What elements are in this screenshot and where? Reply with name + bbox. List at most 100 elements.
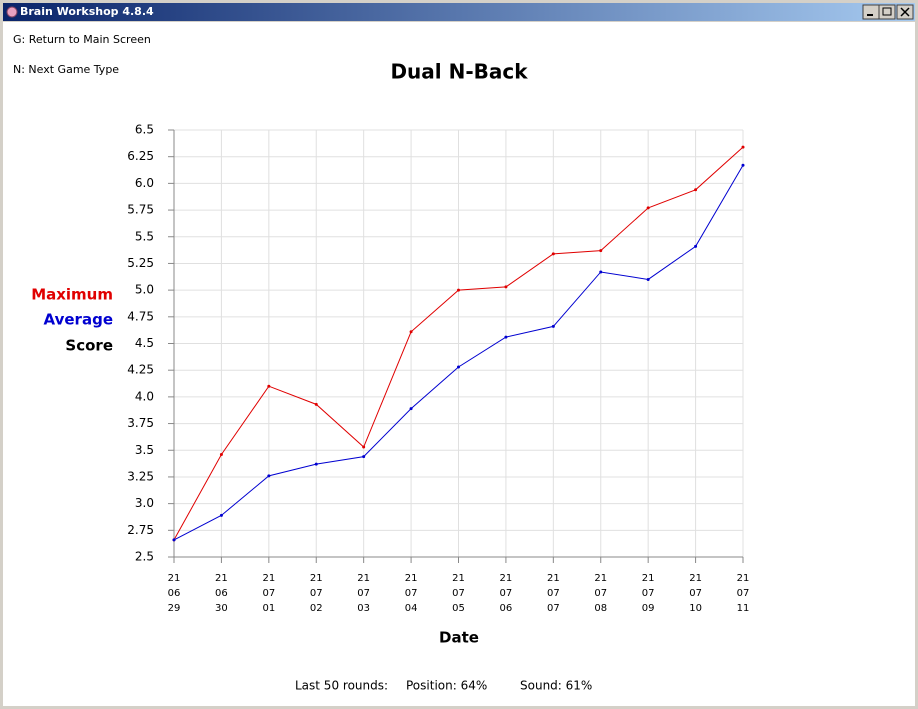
- data-point: [267, 474, 271, 478]
- legend-entry: Average: [44, 311, 113, 329]
- y-tick-label: 4.25: [127, 363, 154, 377]
- x-tick-label: 30: [215, 603, 228, 614]
- y-tick-label: 6.5: [135, 123, 154, 137]
- x-tick-label: 07: [547, 588, 560, 599]
- y-tick-label: 5.5: [135, 229, 154, 243]
- data-point: [599, 270, 603, 274]
- x-tick-label: 07: [357, 588, 370, 599]
- y-tick-label: 3.25: [127, 469, 154, 483]
- title-bar: [3, 3, 915, 21]
- window-buttons: [862, 4, 914, 20]
- data-point: [599, 249, 603, 253]
- x-tick-label: 05: [452, 603, 465, 614]
- x-tick-label: 09: [642, 603, 655, 614]
- data-point: [741, 145, 745, 149]
- maximize-button[interactable]: [878, 4, 896, 20]
- x-tick-label: 03: [357, 603, 370, 614]
- x-tick-label: 21: [310, 573, 323, 584]
- x-tick-label: 07: [737, 588, 750, 599]
- x-tick-label: 06: [500, 603, 513, 614]
- y-tick-label: 5.25: [127, 256, 154, 270]
- x-axis-label: Date: [439, 629, 479, 647]
- x-tick-label: 21: [547, 573, 560, 584]
- data-point: [457, 288, 460, 292]
- y-tick-label: 5.75: [127, 203, 154, 217]
- x-tick-label: 21: [168, 573, 181, 584]
- x-tick-label: 06: [215, 588, 228, 599]
- x-tick-label: 21: [215, 573, 228, 584]
- data-point: [504, 335, 508, 339]
- x-tick-label: 21: [737, 573, 750, 584]
- data-point: [314, 402, 318, 406]
- chart-title: Dual N-Back: [390, 60, 528, 84]
- data-point: [409, 407, 413, 411]
- x-tick-label: 07: [405, 588, 418, 599]
- window-title: Brain Workshop 4.8.4: [20, 5, 154, 18]
- y-axis-label: Score: [65, 337, 113, 355]
- data-point: [457, 365, 460, 369]
- x-tick-label: 21: [689, 573, 702, 584]
- footer-text: Position: 64%: [406, 679, 487, 693]
- close-glyph: [900, 7, 910, 17]
- x-tick-label: 10: [689, 603, 702, 614]
- data-point: [646, 277, 650, 281]
- y-tick-label: 6.25: [127, 149, 154, 163]
- x-tick-label: 07: [452, 588, 465, 599]
- x-tick-label: 21: [262, 573, 275, 584]
- y-tick-label: 4.5: [135, 336, 154, 350]
- x-tick-label: 21: [405, 573, 418, 584]
- x-tick-label: 21: [452, 573, 465, 584]
- x-tick-label: 07: [262, 588, 275, 599]
- x-tick-label: 07: [500, 588, 513, 599]
- menu-item[interactable]: G: Return to Main Screen: [13, 33, 151, 46]
- x-tick-label: 07: [642, 588, 655, 599]
- data-point: [267, 384, 271, 388]
- x-tick-label: 07: [689, 588, 702, 599]
- footer-text: Last 50 rounds:: [295, 679, 388, 693]
- legend-entry: Maximum: [31, 286, 113, 304]
- y-tick-label: 2.5: [135, 550, 154, 564]
- x-tick-label: 02: [310, 603, 323, 614]
- y-tick-label: 3.5: [135, 443, 154, 457]
- menu-item[interactable]: N: Next Game Type: [13, 63, 119, 76]
- x-tick-label: 04: [405, 603, 418, 614]
- x-tick-label: 08: [594, 603, 607, 614]
- data-point: [551, 324, 555, 328]
- x-tick-label: 29: [168, 603, 181, 614]
- y-tick-label: 4.75: [127, 309, 154, 323]
- data-point: [409, 330, 413, 334]
- data-point: [314, 462, 318, 466]
- data-point: [694, 244, 698, 248]
- x-tick-label: 11: [737, 603, 750, 614]
- footer-text: Sound: 61%: [520, 679, 592, 693]
- x-tick-label: 06: [168, 588, 181, 599]
- maximize-glyph: [882, 7, 892, 16]
- x-tick-label: 21: [500, 573, 513, 584]
- y-tick-label: 5.0: [135, 283, 154, 297]
- y-tick-label: 3.0: [135, 496, 154, 510]
- y-tick-label: 2.75: [127, 523, 154, 537]
- x-tick-label: 01: [262, 603, 275, 614]
- x-tick-label: 07: [547, 603, 560, 614]
- x-tick-label: 21: [594, 573, 607, 584]
- data-point: [219, 513, 223, 517]
- minimize-button[interactable]: [862, 4, 880, 20]
- data-point: [646, 206, 650, 210]
- data-point: [362, 445, 366, 449]
- data-point: [219, 453, 223, 457]
- y-tick-label: 3.75: [127, 416, 154, 430]
- data-point: [504, 285, 508, 289]
- x-tick-label: 07: [594, 588, 607, 599]
- data-point: [694, 188, 698, 192]
- x-tick-label: 21: [642, 573, 655, 584]
- data-point: [741, 163, 745, 167]
- app-icon: [6, 6, 18, 18]
- x-tick-label: 07: [310, 588, 323, 599]
- y-tick-label: 6.0: [135, 176, 154, 190]
- data-point: [551, 252, 555, 256]
- x-tick-label: 21: [357, 573, 370, 584]
- data-point: [362, 455, 366, 459]
- y-tick-label: 4.0: [135, 389, 154, 403]
- data-point: [172, 538, 176, 542]
